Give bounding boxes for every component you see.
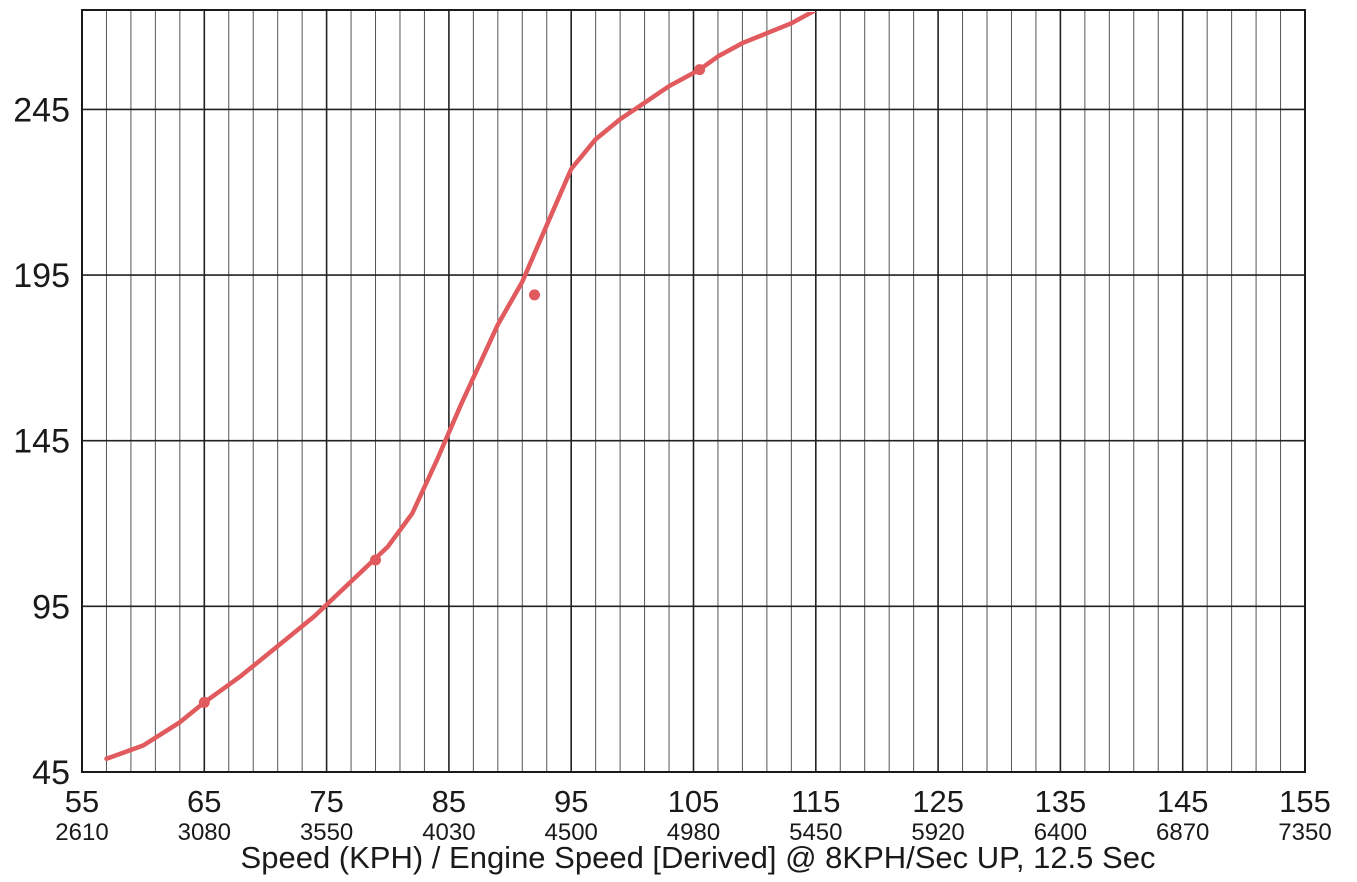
x-tick-label: 155 [1279, 784, 1331, 819]
plot-frame [81, 9, 1306, 773]
x-tick-label: 115 [791, 784, 840, 819]
x-tick-label: 65 [187, 784, 221, 819]
x-tick-label: 145 [1157, 784, 1209, 819]
x-tick-label: 105 [668, 784, 720, 819]
axis-ticks: 4595145195245552610653080753550854030954… [13, 91, 1331, 846]
series-group [104, 12, 817, 761]
y-tick-label: 145 [13, 423, 70, 461]
x-tick-label: 85 [432, 784, 466, 819]
y-tick-label: 245 [13, 91, 70, 129]
series-area [104, 12, 817, 761]
x-tick-label-rpm: 4980 [667, 819, 720, 846]
x-tick-label-rpm: 4030 [422, 819, 475, 846]
y-tick-label: 45 [32, 754, 70, 792]
x-tick-label-rpm: 3550 [300, 819, 353, 846]
x-tick-label-rpm: 3080 [178, 819, 231, 846]
x-tick-label-rpm: 6870 [1156, 819, 1209, 846]
x-tick-label: 125 [912, 784, 964, 819]
data-point-marker [198, 696, 210, 708]
x-tick-label-rpm: 5920 [911, 819, 964, 846]
x-tick-label-rpm: 7350 [1278, 819, 1331, 846]
x-tick-label-rpm: 6400 [1034, 819, 1087, 846]
x-tick-label: 135 [1035, 784, 1087, 819]
data-point-marker [370, 554, 382, 566]
x-axis-label: Speed (KPH) / Engine Speed [Derived] @ 8… [241, 840, 1156, 875]
data-point-marker [694, 64, 706, 76]
x-tick-label: 95 [554, 784, 588, 819]
x-tick-label-rpm: 5450 [789, 819, 842, 846]
data-point-marker [529, 289, 541, 301]
x-tick-label: 75 [309, 784, 343, 819]
y-tick-label: 95 [32, 588, 70, 626]
x-tick-label: 55 [65, 784, 99, 819]
y-tick-label: 195 [13, 257, 70, 295]
x-tick-label-rpm: 2610 [55, 819, 108, 846]
x-tick-label-rpm: 4500 [545, 819, 598, 846]
grid [81, 10, 1306, 773]
